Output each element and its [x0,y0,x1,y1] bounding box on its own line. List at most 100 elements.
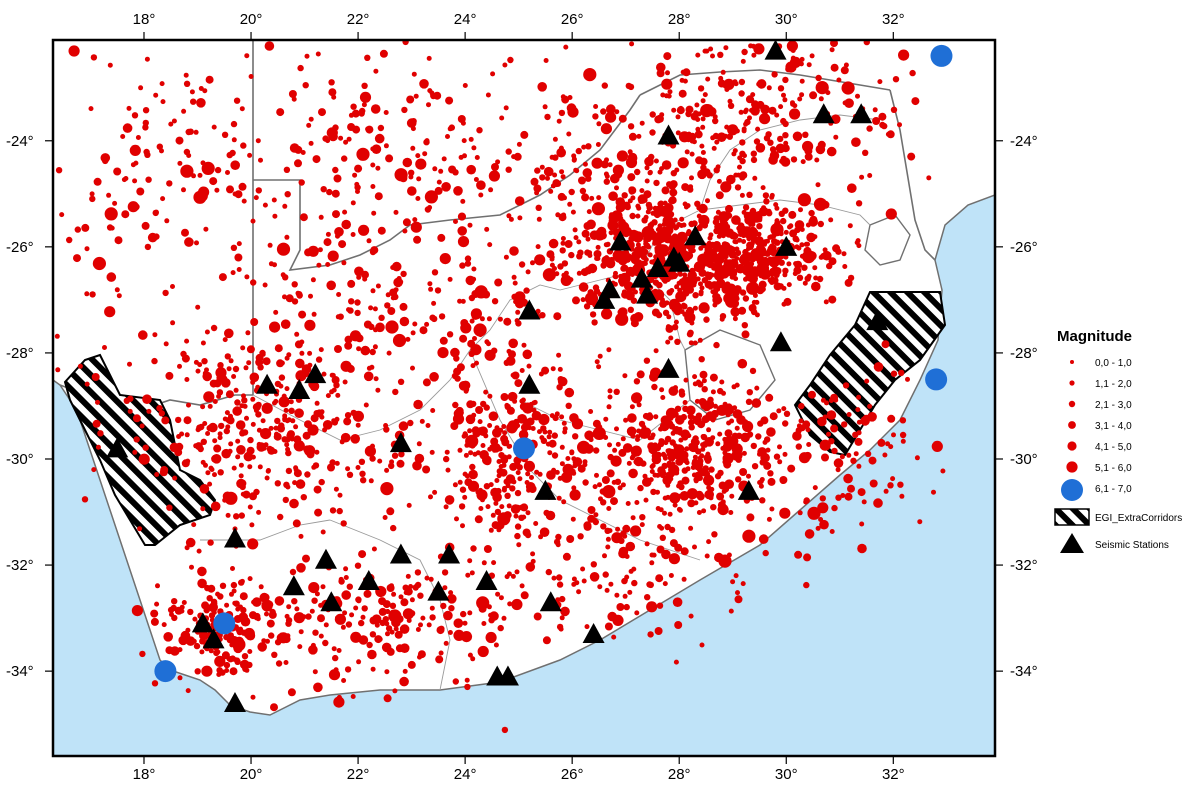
quake-dot [828,438,835,445]
quake-dot [605,241,611,247]
quake-dot [782,120,789,128]
quake-dot [767,139,774,146]
quake-dot [373,68,379,74]
quake-dot [310,277,316,283]
quake-dot [399,643,410,653]
quake-dot [608,581,614,587]
quake-dot [191,522,197,528]
quake-dot [601,308,613,320]
quake-dot [447,594,457,604]
quake-dot [629,272,635,277]
quake-dot [746,281,760,295]
quake-dot [88,106,94,112]
quake-dot [165,646,174,655]
quake-dot [403,590,409,596]
quake-dot [468,136,474,142]
quake-dot [681,302,687,308]
quake-dot [877,79,883,85]
quake-dot [230,120,238,128]
quake-dot [749,97,755,103]
quake-dot [237,645,243,651]
quake-dot [853,451,859,457]
quake-dot [724,429,733,438]
quake-dot [580,566,586,572]
quake-dot [401,106,408,114]
quake-dot [273,432,282,441]
quake-dot [184,377,190,382]
quake-dot [806,256,811,262]
quake-dot [808,217,818,227]
quake-dot [571,456,577,462]
quake-dot [347,307,354,314]
quake-dot [384,302,391,309]
quake-dot [839,454,845,460]
quake-dot [192,616,198,622]
quake-dot [665,206,671,212]
quake-dot [142,394,152,405]
quake-dot [355,271,361,277]
quake-dot [308,645,318,655]
quake-dot [759,477,765,482]
quake-dot [473,177,479,182]
quake-dot [106,272,117,282]
quake-dot [427,281,433,287]
quake-dot [762,258,768,264]
quake-dot [363,371,374,382]
quake-dot [841,421,848,428]
quake-dot [465,572,471,578]
large-quake-dot [213,612,236,635]
quake-dot [750,222,756,227]
quake-dot [241,397,248,404]
quake-dot [931,440,943,452]
quake-dot [288,399,294,405]
quake-dot [282,496,289,504]
quake-dot [294,408,304,419]
quake-dot [864,378,870,384]
quake-dot [698,302,710,314]
quake-dot [659,387,665,393]
quake-dot [350,631,362,643]
quake-dot [564,240,573,248]
quake-dot [106,224,114,231]
quake-dot [208,602,218,613]
quake-dot [899,493,905,499]
quake-dot [344,341,353,350]
quake-dot [665,420,674,429]
quake-dot [554,411,560,417]
quake-dot [196,548,202,554]
quake-dot [177,675,183,681]
quake-dot [298,533,304,539]
quake-dot [338,240,347,249]
quake-dot [195,304,201,310]
quake-dot [248,74,254,79]
quake-dot [700,446,706,452]
quake-dot [559,414,565,420]
quake-dot [545,441,551,447]
quake-dot [318,633,324,639]
quake-dot [205,75,214,84]
quake-dot [257,464,263,470]
quake-dot [310,642,316,648]
quake-dot [392,688,398,694]
station-triangle [314,548,337,569]
quake-dot [733,239,739,245]
quake-dot [114,287,120,293]
quake-dot [604,587,610,593]
quake-dot [239,578,245,584]
quake-dot [350,434,361,444]
quake-dot [665,324,671,330]
quake-dot [689,138,695,144]
quake-dot [571,576,577,582]
quake-dot [826,146,837,157]
quake-dot [615,441,621,447]
quake-dot [413,399,423,410]
quake-dot [361,102,367,108]
quake-dot [518,261,526,268]
quake-dot [364,445,376,457]
quake-dot [441,156,447,162]
lon-label-bottom: 32° [882,766,905,783]
quake-dot [763,198,770,205]
quake-dot [634,261,640,267]
quake-dot [831,447,838,455]
quake-dot [692,544,697,550]
